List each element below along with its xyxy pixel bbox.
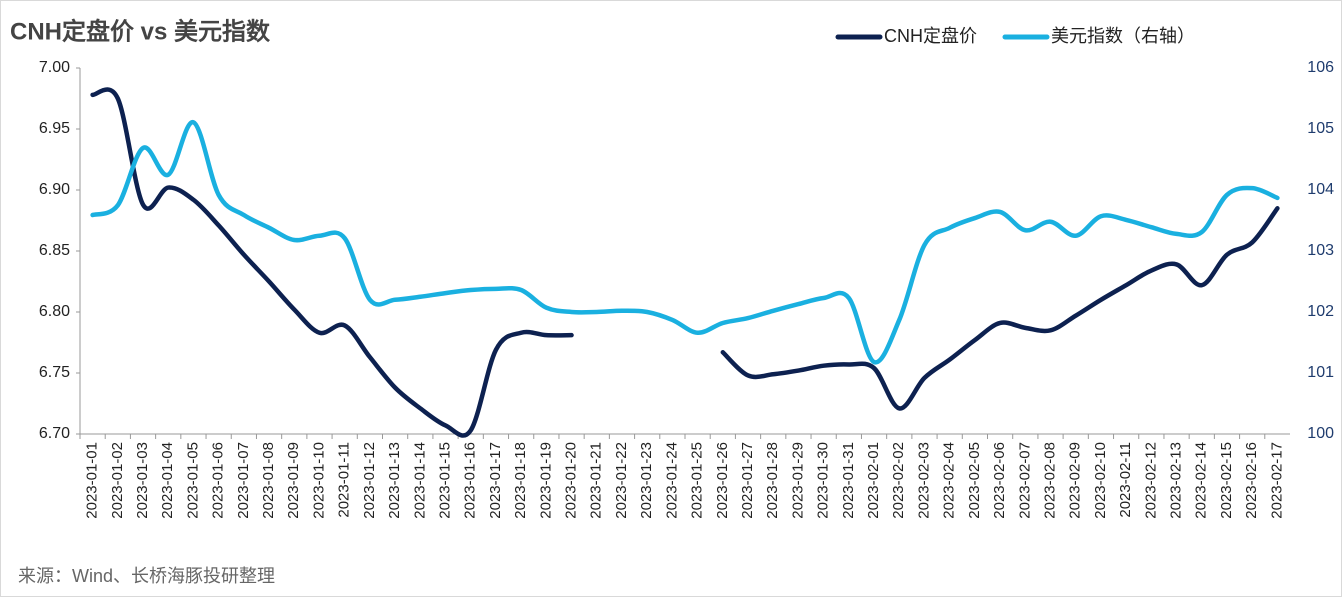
x-tick-label: 2023-01-30	[815, 442, 832, 519]
data-line	[90, 120, 1280, 365]
y2-tick-label: 106	[1307, 59, 1334, 76]
source-note: 来源：Wind、长桥海豚投研整理	[18, 566, 275, 586]
legend-label: 美元指数（右轴）	[1051, 26, 1195, 46]
chart-title: CNH定盘价 vs 美元指数	[10, 17, 271, 45]
data-line	[90, 87, 574, 438]
x-tick-label: 2023-02-08	[1041, 442, 1058, 519]
x-tick-label: 2023-01-27	[739, 442, 756, 519]
x-tick-label: 2023-01-22	[613, 442, 630, 519]
x-tick-label: 2023-01-11	[336, 442, 353, 518]
x-tick-label: 2023-01-05	[184, 442, 201, 519]
x-tick-label: 2023-02-04	[941, 442, 958, 519]
y-tick-label: 6.95	[39, 120, 70, 137]
x-tick-label: 2023-01-07	[235, 442, 252, 519]
x-tick-label: 2023-01-16	[462, 442, 479, 519]
x-tick-label: 2023-01-17	[487, 442, 504, 519]
x-tick-label: 2023-01-14	[411, 442, 428, 519]
x-tick-label: 2023-02-07	[1016, 442, 1033, 519]
x-tick-label: 2023-01-23	[638, 442, 655, 519]
y-tick-label: 6.80	[39, 303, 70, 320]
x-tick-label: 2023-01-01	[84, 442, 101, 519]
y2-tick-label: 104	[1307, 181, 1334, 198]
x-tick-label: 2023-01-18	[512, 442, 529, 519]
x-tick-label: 2023-01-02	[109, 442, 126, 519]
x-tick-label: 2023-01-29	[789, 442, 806, 519]
data-line	[720, 206, 1280, 411]
x-tick-label: 2023-02-03	[915, 442, 932, 519]
x-tick-label: 2023-01-06	[210, 442, 227, 519]
x-tick-label: 2023-02-05	[966, 442, 983, 519]
x-tick-label: 2023-01-03	[134, 442, 151, 519]
x-tick-label: 2023-01-04	[159, 442, 176, 519]
x-tick-label: 2023-01-31	[840, 442, 857, 519]
legend-label: CNH定盘价	[884, 26, 977, 46]
x-tick-label: 2023-01-20	[563, 442, 580, 519]
y2-tick-label: 101	[1307, 364, 1334, 381]
y-tick-label: 6.70	[39, 425, 70, 442]
x-tick-label: 2023-02-16	[1243, 442, 1260, 519]
x-tick-label: 2023-02-17	[1268, 442, 1285, 519]
x-tick-label: 2023-01-24	[663, 442, 680, 519]
x-tick-label: 2023-01-25	[689, 442, 706, 519]
x-tick-label: 2023-01-12	[361, 442, 378, 519]
x-tick-label: 2023-02-13	[1168, 442, 1185, 519]
x-tick-label: 2023-01-19	[537, 442, 554, 519]
x-tick-label: 2023-01-28	[764, 442, 781, 519]
y2-tick-label: 105	[1307, 120, 1334, 137]
x-tick-label: 2023-02-12	[1142, 442, 1159, 519]
y-tick-label: 7.00	[39, 59, 70, 76]
x-tick-label: 2023-02-14	[1193, 442, 1210, 519]
x-tick-label: 2023-02-01	[865, 442, 882, 519]
y-tick-label: 6.90	[39, 181, 70, 198]
y2-tick-label: 102	[1307, 303, 1334, 320]
x-tick-label: 2023-02-11	[1117, 442, 1134, 518]
y-tick-label: 6.85	[39, 242, 70, 259]
y-tick-label: 6.75	[39, 364, 70, 381]
x-tick-label: 2023-02-02	[890, 442, 907, 519]
x-tick-label: 2023-01-13	[386, 442, 403, 519]
x-tick-label: 2023-01-09	[285, 442, 302, 519]
x-tick-label: 2023-02-09	[1067, 442, 1084, 519]
x-tick-label: 2023-01-21	[588, 442, 605, 519]
x-tick-label: 2023-02-10	[1092, 442, 1109, 519]
x-tick-label: 2023-01-10	[310, 442, 327, 519]
x-tick-label: 2023-02-15	[1218, 442, 1235, 519]
y2-tick-label: 100	[1307, 425, 1334, 442]
x-tick-label: 2023-01-26	[714, 442, 731, 519]
x-tick-label: 2023-01-15	[436, 442, 453, 519]
y2-tick-label: 103	[1307, 242, 1334, 259]
x-tick-label: 2023-02-06	[991, 442, 1008, 519]
x-tick-label: 2023-01-08	[260, 442, 277, 519]
